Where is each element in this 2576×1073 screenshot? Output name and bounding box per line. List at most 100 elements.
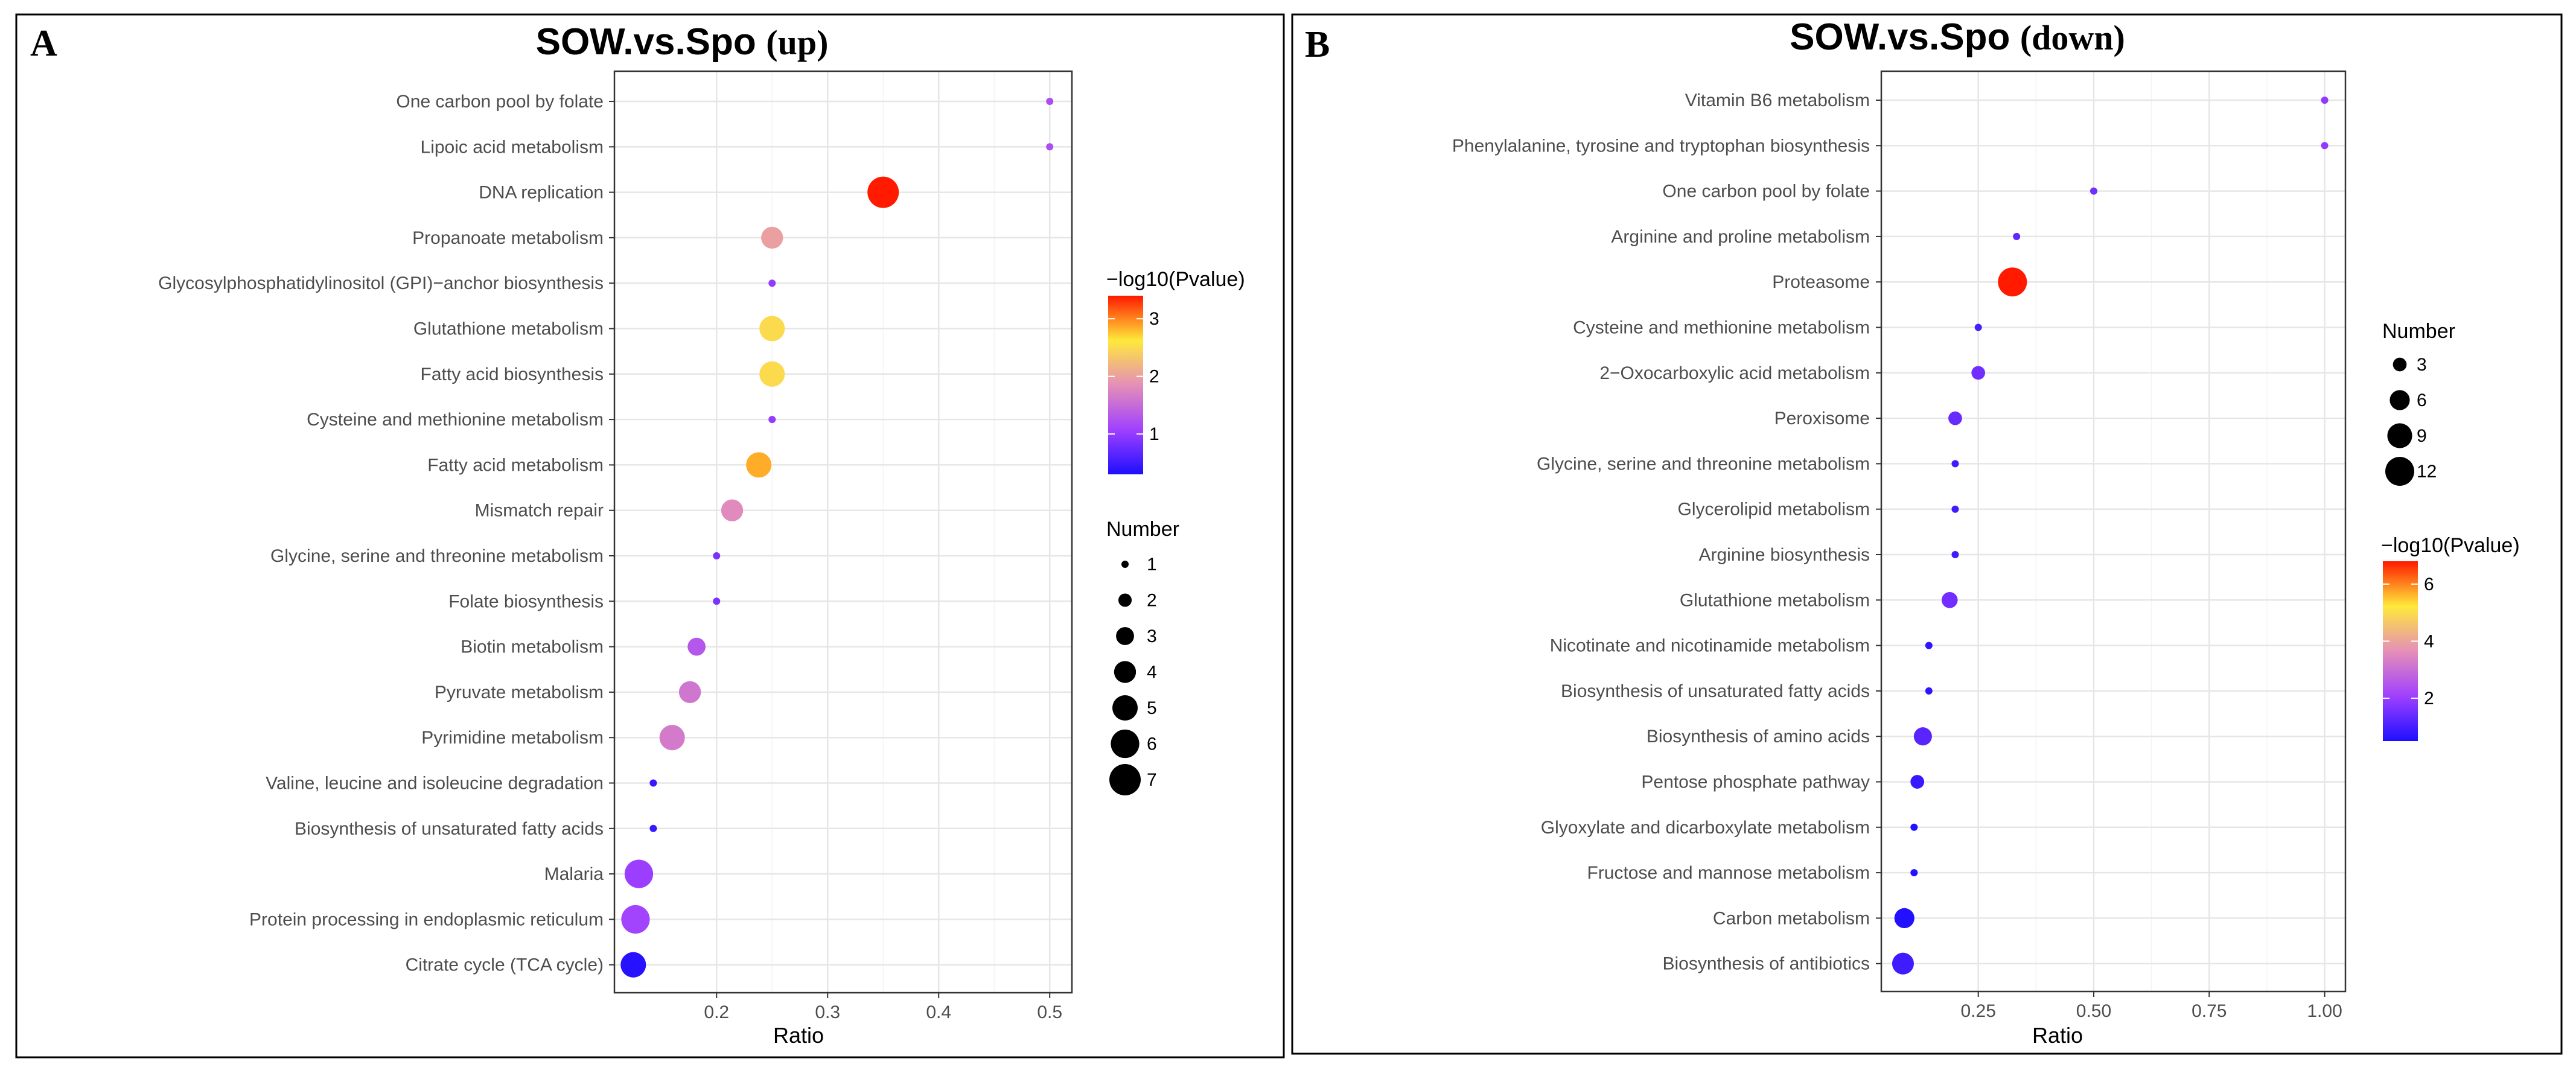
- y-tick-label: 2−Oxocarboxylic acid metabolism: [1599, 363, 1870, 383]
- y-tick-label: Phenylalanine, tyrosine and tryptophan b…: [1452, 136, 1870, 156]
- data-point: [2013, 232, 2021, 240]
- plot-border: [613, 70, 1073, 994]
- panel-a-up: A SOW.vs.Spo (up) 0.2 0.3 0.4 0.5 One carbon…: [15, 13, 1285, 1059]
- data-point: [1913, 727, 1932, 746]
- y-tick-label: Biosynthesis of amino acids: [1647, 727, 1870, 747]
- data-point: [1910, 775, 1925, 789]
- data-point: [621, 905, 650, 934]
- data-point: [1974, 323, 1982, 331]
- y-tick-label: Biosynthesis of unsaturated fatty acids: [295, 819, 604, 839]
- panel-b-title-main: SOW.vs.Spo: [1790, 16, 2010, 58]
- data-point: [1971, 366, 1986, 380]
- data-point: [713, 552, 721, 559]
- colorbar-tick-label: 4: [2424, 631, 2434, 651]
- data-point: [1925, 687, 1933, 695]
- panel-b-down: B SOW.vs.Spo (down) 0.25 0.50 0.75 1.00 Vita…: [1291, 13, 2563, 1055]
- y-tick-label: Peroxisome: [1774, 409, 1870, 428]
- size-legend-dot: [2393, 357, 2407, 372]
- size-legend-dot: [1111, 729, 1140, 759]
- data-point: [1046, 98, 1054, 105]
- x-tick-label: 0.2: [704, 1002, 729, 1022]
- panel-a-size-legend-title: Number: [1106, 518, 1179, 541]
- y-tick-label: Citrate cycle (TCA cycle): [406, 955, 604, 975]
- data-point: [1951, 460, 1959, 468]
- data-point: [1998, 267, 2027, 297]
- y-tick-label: Valine, leucine and isoleucine degradati…: [266, 774, 604, 794]
- panel-a-title-main: SOW.vs.Spo: [536, 21, 756, 63]
- y-tick-label: Carbon metabolism: [1713, 908, 1870, 928]
- data-point: [1948, 411, 1962, 425]
- panel-b-title: SOW.vs.Spo (down): [1790, 16, 2125, 58]
- data-point: [2090, 187, 2097, 195]
- data-point: [659, 725, 685, 751]
- colorbar-tick-label: 2: [2424, 689, 2434, 708]
- data-point: [1951, 551, 1959, 558]
- y-tick-label: Pyrimidine metabolism: [421, 728, 604, 748]
- y-tick-label: Vitamin B6 metabolism: [1685, 91, 1870, 110]
- data-point: [1951, 505, 1959, 513]
- panel-b-color-legend-title: −log10(Pvalue): [2381, 534, 2520, 557]
- panel-b-xlabel: Ratio: [2032, 1023, 2083, 1048]
- y-tick-label: Cysteine and methionine metabolism: [307, 410, 604, 430]
- x-tick-label: 0.3: [815, 1002, 840, 1022]
- panel-a-xlabel: Ratio: [773, 1023, 824, 1048]
- data-point: [687, 637, 706, 656]
- data-point: [649, 779, 657, 787]
- y-tick-label: Mismatch repair: [475, 501, 604, 521]
- size-legend-dot: [2387, 423, 2412, 448]
- panel-b-border: [1291, 13, 2563, 1055]
- size-legend-label: 3: [1147, 626, 1157, 646]
- colorbar-tick-label: 6: [2424, 575, 2434, 594]
- data-point: [620, 952, 646, 978]
- size-legend-dot: [1109, 764, 1141, 795]
- size-legend-dot: [1114, 661, 1137, 683]
- x-tick-label: 0.25: [1960, 1001, 1995, 1021]
- data-point: [1941, 591, 1958, 608]
- x-tick-label: 0.4: [926, 1002, 951, 1022]
- panel-a-size-legend: Number 1 2 3 4 5 6 7: [1106, 518, 1179, 795]
- y-tick-label: Nicotinate and nicotinamide metabolism: [1550, 636, 1870, 656]
- panel-a-border: [15, 13, 1285, 1059]
- panel-a-color-legend: −log10(Pvalue) 1 2 3: [1106, 268, 1245, 474]
- panel-a-color-legend-title: −log10(Pvalue): [1106, 268, 1245, 291]
- x-tick-label: 0.75: [2192, 1001, 2227, 1021]
- y-tick-label: Pyruvate metabolism: [435, 683, 604, 702]
- size-legend-label: 9: [2417, 426, 2427, 446]
- panel-b-letter: B: [1305, 24, 1330, 65]
- panel-a-colorbar: [1108, 296, 1143, 474]
- data-point: [1925, 642, 1933, 649]
- size-legend-label: 6: [2417, 390, 2427, 410]
- panel-b-size-legend-title: Number: [2382, 320, 2455, 343]
- size-legend-label: 7: [1147, 770, 1157, 790]
- y-tick-label: Cysteine and methionine metabolism: [1573, 318, 1870, 338]
- y-tick-label: Glyoxylate and dicarboxylate metabolism: [1541, 818, 1870, 838]
- plot-border: [1880, 70, 2347, 993]
- panel-b-size-legend: Number 3 6 9 12: [2382, 320, 2455, 486]
- y-tick-label: Lipoic acid metabolism: [421, 137, 604, 157]
- x-tick-label: 0.50: [2076, 1001, 2111, 1021]
- y-tick-label: Glycine, serine and threonine metabolism: [1537, 454, 1870, 474]
- y-tick-label: Biotin metabolism: [461, 637, 604, 657]
- y-tick-label: Propanoate metabolism: [412, 228, 604, 248]
- y-tick-label: Pentose phosphate pathway: [1641, 772, 1870, 792]
- y-tick-label: Proteasome: [1772, 272, 1870, 292]
- size-legend-label: 1: [1147, 555, 1157, 575]
- panel-a-title: SOW.vs.Spo (up): [536, 21, 829, 63]
- panel-b-title-suffix: (down): [2020, 18, 2125, 57]
- y-tick-label: Fructose and mannose metabolism: [1587, 863, 1870, 883]
- size-legend-label: 2: [1147, 591, 1157, 611]
- data-point: [867, 176, 899, 208]
- data-point: [1910, 823, 1918, 831]
- size-legend-label: 4: [1147, 663, 1157, 683]
- y-tick-label: Glutathione metabolism: [413, 319, 604, 339]
- size-legend-label: 3: [2417, 355, 2427, 375]
- data-point: [2321, 97, 2329, 104]
- panel-b-colorbar: [2383, 561, 2418, 741]
- data-point: [768, 279, 776, 287]
- colorbar-tick-label: 1: [1149, 424, 1159, 444]
- y-tick-label: Glycine, serine and threonine metabolism: [270, 546, 604, 566]
- y-tick-label: Glycerolipid metabolism: [1678, 500, 1870, 520]
- data-point: [2321, 142, 2329, 150]
- data-point: [1894, 908, 1914, 928]
